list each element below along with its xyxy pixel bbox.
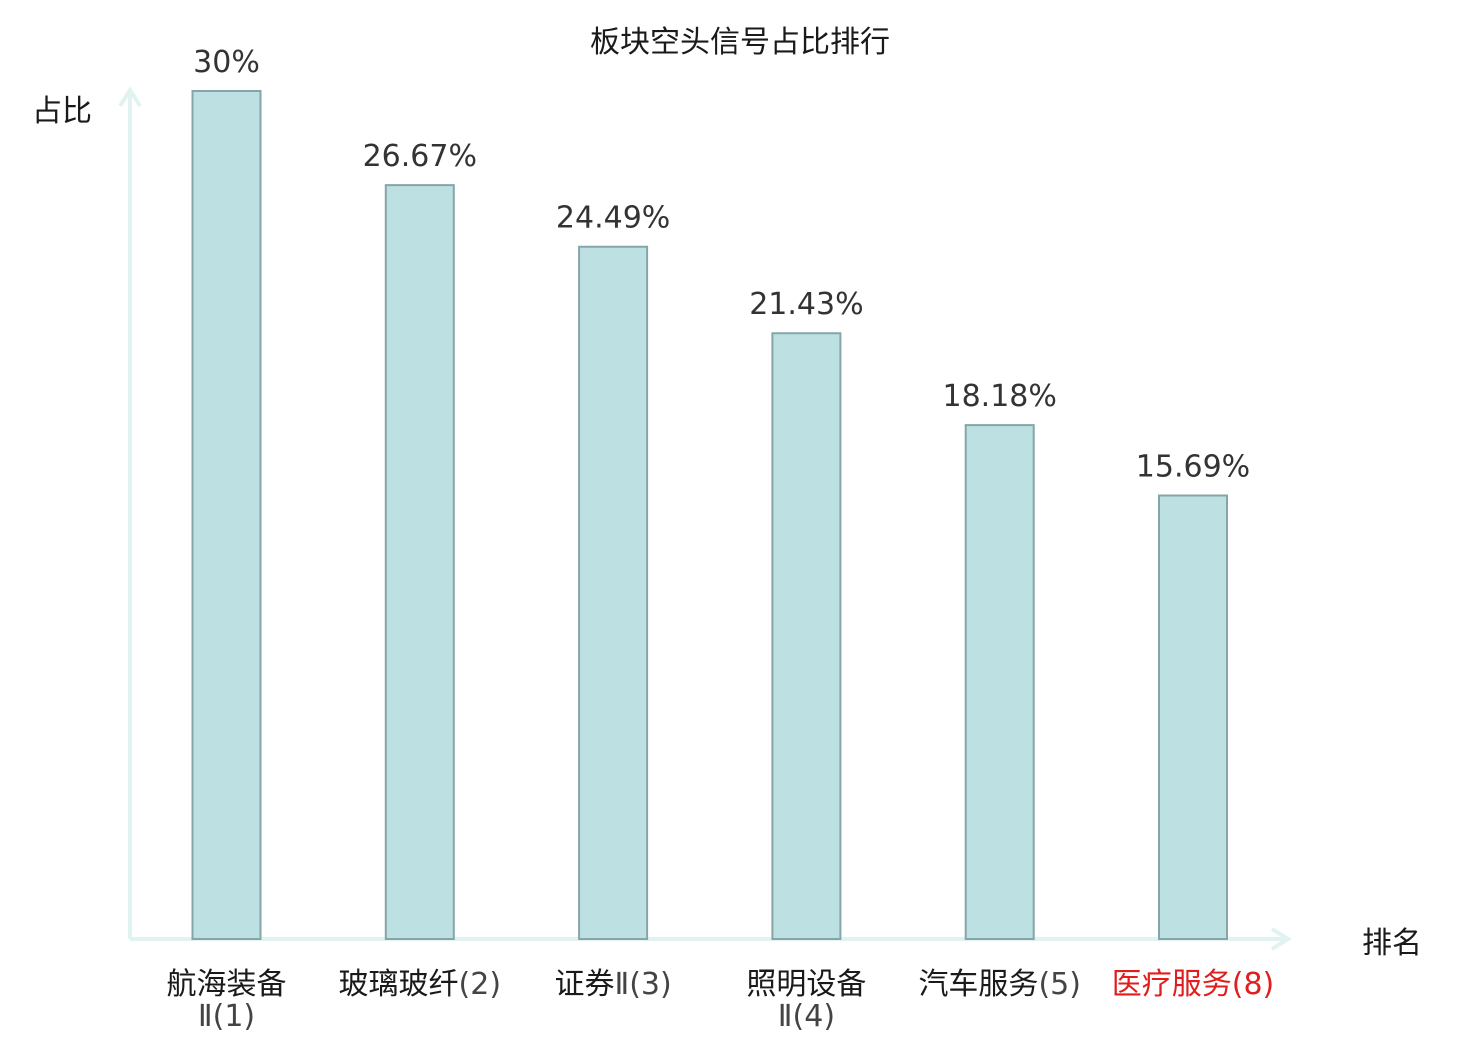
value-label: 30% [193,45,260,80]
value-labels-group: 30% 26.67% 24.49% 21.43% 18.18% 15.69% [193,45,1250,484]
category-label: 汽车服务(5) [918,967,1080,1002]
bar [191,90,262,940]
bar [964,424,1035,940]
bars-group [191,90,1228,941]
category-label: 玻璃玻纤(2) [339,967,502,1002]
category-label: 航海装备 Ⅱ(1) [167,967,287,1034]
value-label: 15.69% [1136,449,1250,484]
bar [384,184,455,941]
value-label: 26.67% [363,139,477,174]
axes [118,86,1292,951]
y-axis-label: 占比 [32,94,92,129]
category-label: 照明设备 Ⅱ(4) [746,967,866,1034]
category-labels-group: 航海装备 Ⅱ(1) 玻璃玻纤(2) 证券Ⅱ(3) 照明设备 Ⅱ(4) 汽车服务(5) 医疗服务… [167,967,1275,1034]
x-axis-label: 排名 [1362,926,1422,961]
category-label: 医疗服务(8) [1112,967,1275,1002]
x-axis-arrow [1270,927,1292,951]
category-label: 证券Ⅱ(3) [554,967,671,1002]
bar [578,245,649,940]
value-label: 18.18% [943,379,1057,414]
bar [771,332,842,940]
value-label: 21.43% [749,287,863,322]
bar [1158,494,1228,940]
chart-title: 板块空头信号占比排行 [590,25,890,60]
value-label: 24.49% [556,201,670,236]
y-axis-arrow [118,86,142,108]
